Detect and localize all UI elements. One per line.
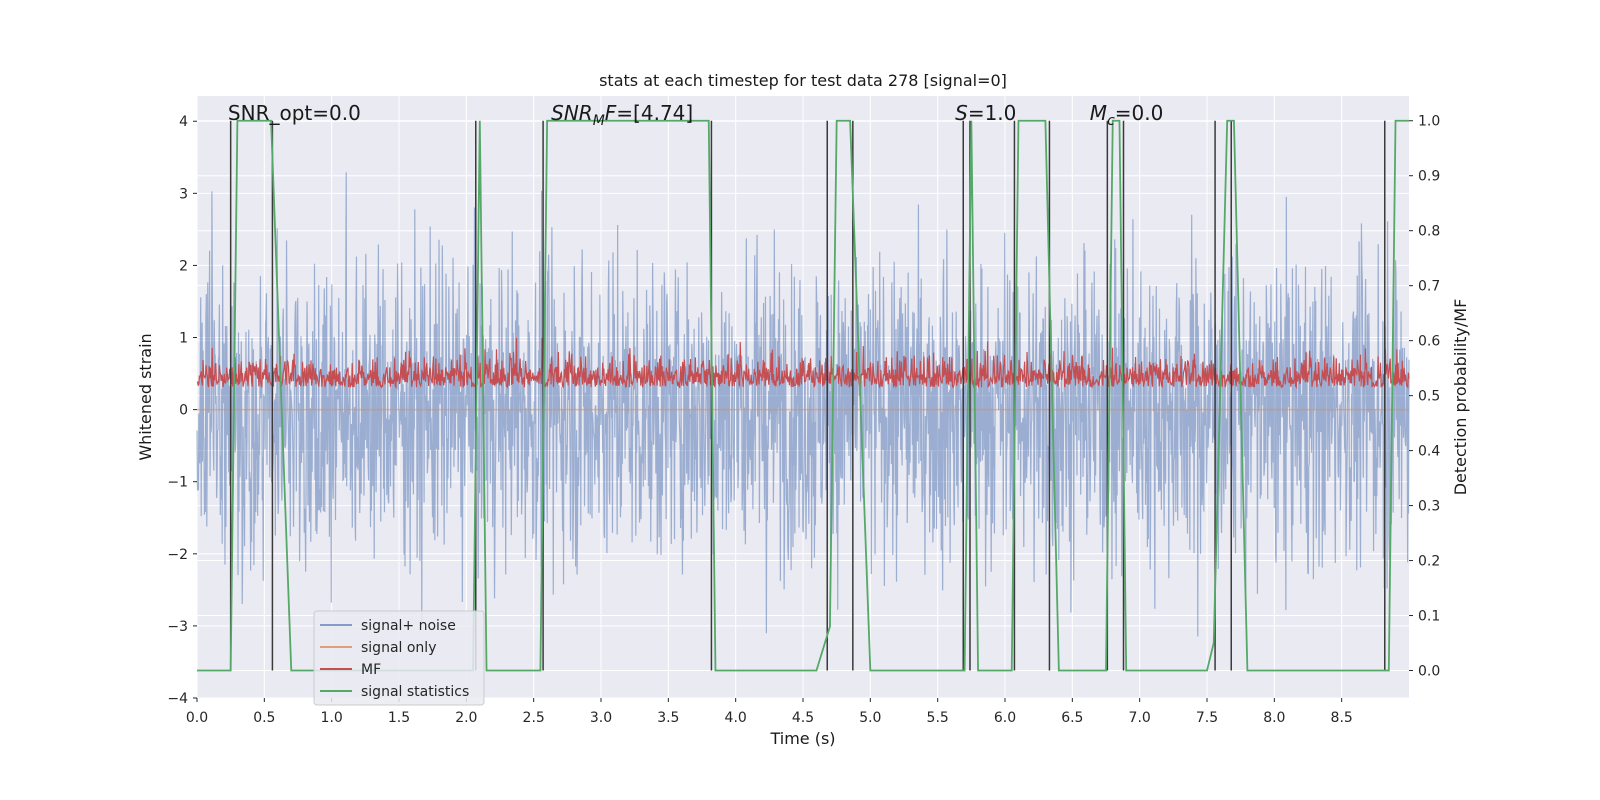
signal-statistics-line: [197, 119, 1409, 672]
y-tick-label: −4: [167, 691, 188, 707]
legend-box: [313, 610, 485, 706]
legend: signal+ noise signal only MF signal statist…: [313, 610, 485, 706]
x-axis-label: Time (s): [769, 729, 835, 748]
y2-tick-label: 0.5: [1418, 389, 1440, 405]
x-tick-label: 0.5: [253, 710, 275, 726]
y2-tick-label: 0.4: [1418, 444, 1440, 460]
y-tick-label: −3: [167, 619, 188, 635]
x-tick-label: 6.0: [994, 710, 1016, 726]
signal-noise-line: [196, 172, 1410, 637]
annotations: SNR_opt=0.0 SNRMF=[4.74] S=1.0 Mc=0.0: [228, 101, 1163, 129]
y2-tick-label: 0.8: [1418, 224, 1440, 240]
y-tick-label: −1: [167, 475, 188, 491]
legend-label: MF: [361, 662, 381, 678]
x-tick-label: 7.0: [1129, 710, 1151, 726]
y2-axis-label: Detection probability/MF: [1451, 299, 1470, 496]
x-tick-label: 4.5: [792, 710, 814, 726]
annotation-text: SNRMF=[4.74]: [551, 101, 693, 129]
x-tick-label: 4.0: [725, 710, 747, 726]
y2-tick-label: 0.9: [1418, 169, 1440, 185]
y-axis-ticks: −4 −3 −2 −1 0 1 2 3 4: [167, 114, 197, 707]
x-tick-label: 2.0: [455, 710, 477, 726]
annotation-text: Mc=0.0: [1090, 101, 1164, 129]
y-tick-label: −2: [167, 547, 188, 563]
x-tick-label: 6.5: [1061, 710, 1083, 726]
y2-tick-label: 0.2: [1418, 554, 1440, 570]
x-tick-label: 7.5: [1196, 710, 1218, 726]
y-tick-label: 3: [179, 186, 188, 202]
y2-tick-label: 0.6: [1418, 334, 1440, 350]
y-tick-label: 1: [179, 331, 188, 347]
x-tick-label: 1.5: [388, 710, 410, 726]
y-tick-label: 4: [179, 114, 188, 130]
legend-label: signal only: [361, 640, 436, 656]
signal-statistics-series: [197, 119, 1409, 672]
annotation-text: S=1.0: [955, 101, 1016, 125]
y2-tick-label: 0.7: [1418, 279, 1440, 295]
legend-label: signal statistics: [361, 684, 469, 700]
x-tick-label: 1.0: [321, 710, 343, 726]
x-tick-label: 3.0: [590, 710, 612, 726]
mf-line: [196, 337, 1410, 390]
chart-title: stats at each timestep for test data 278…: [599, 71, 1007, 90]
y-tick-label: 0: [179, 403, 188, 419]
x-tick-label: 8.0: [1263, 710, 1285, 726]
x-tick-label: 5.0: [859, 710, 881, 726]
x-tick-label: 0.0: [186, 710, 208, 726]
mf-series: [196, 337, 1410, 390]
x-axis-ticks: 0.0 0.5 1.0 1.5 2.0 2.5 3.0 3.5 4.0 4.5 5.0 5.5 6.0 6…: [186, 698, 1353, 726]
y2-tick-label: 0.3: [1418, 499, 1440, 515]
x-tick-label: 5.5: [927, 710, 949, 726]
legend-label: signal+ noise: [361, 618, 456, 634]
y2-tick-label: 0.0: [1418, 664, 1440, 680]
y2-tick-label: 0.1: [1418, 609, 1440, 625]
x-tick-label: 3.5: [657, 710, 679, 726]
x-tick-label: 2.5: [523, 710, 545, 726]
x-tick-label: 8.5: [1331, 710, 1353, 726]
annotation-text: SNR_opt=0.0: [228, 101, 361, 125]
y-tick-label: 2: [179, 258, 188, 274]
y-axis-label: Whitened strain: [136, 333, 155, 460]
signal-noise-series: [196, 172, 1410, 637]
y2-tick-label: 1.0: [1418, 114, 1440, 130]
y2-axis-ticks: 0.0 0.1 0.2 0.3 0.4 0.5 0.6 0.7 0.8 0.9 1.0: [1409, 114, 1440, 680]
